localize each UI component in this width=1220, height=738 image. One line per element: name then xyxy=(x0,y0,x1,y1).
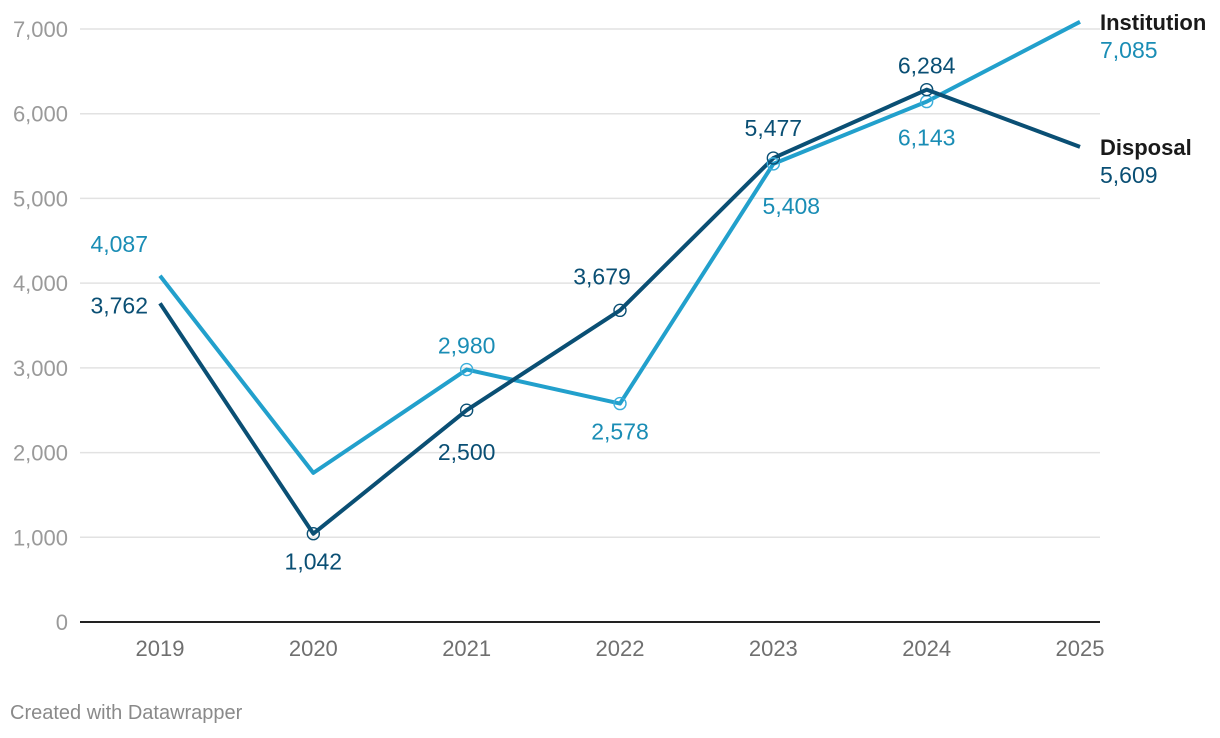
y-tick-label: 2,000 xyxy=(13,441,68,466)
series-line xyxy=(158,20,1081,475)
x-tick-label: 2021 xyxy=(442,636,491,661)
data-label: 2,578 xyxy=(591,419,649,445)
data-label: 5,408 xyxy=(763,193,821,219)
data-point-marker xyxy=(766,151,781,165)
data-label: 7,085 xyxy=(1100,37,1158,63)
x-tick-label: 2020 xyxy=(289,636,338,661)
series-line xyxy=(158,87,1081,536)
data-point-marker xyxy=(919,82,934,97)
y-tick-label: 3,000 xyxy=(13,356,68,381)
series-name-label: Institution xyxy=(1100,10,1206,35)
data-label: 4,087 xyxy=(90,231,148,257)
y-tick-label: 1,000 xyxy=(13,525,68,550)
data-point-marker xyxy=(459,362,474,377)
x-tick-label: 2022 xyxy=(596,636,645,661)
y-tick-label: 4,000 xyxy=(13,271,68,296)
data-point-marker xyxy=(613,396,627,411)
y-tick-label: 5,000 xyxy=(13,186,68,211)
data-point-marker xyxy=(306,527,321,541)
data-label: 2,980 xyxy=(438,333,496,359)
x-tick-label: 2023 xyxy=(749,636,798,661)
y-tick-label: 7,000 xyxy=(13,17,68,42)
credit-text: Created with Datawrapper xyxy=(10,702,243,724)
y-tick-label: 0 xyxy=(56,610,68,635)
series-name-label: Disposal xyxy=(1100,135,1192,160)
data-label: 3,762 xyxy=(90,292,148,318)
data-label: 1,042 xyxy=(285,549,343,575)
x-tick-label: 2019 xyxy=(136,636,185,661)
data-point-marker xyxy=(459,403,474,417)
data-label: 6,143 xyxy=(898,125,956,151)
x-tick-label: 2024 xyxy=(902,636,951,661)
data-point-marker xyxy=(613,303,627,318)
data-label: 5,609 xyxy=(1100,162,1158,188)
data-point-marker xyxy=(766,157,781,171)
data-label: 2,500 xyxy=(438,439,496,465)
y-tick-label: 6,000 xyxy=(13,102,68,127)
data-label: 3,679 xyxy=(573,263,631,289)
data-label: 5,477 xyxy=(745,115,803,141)
data-label: 6,284 xyxy=(898,53,956,79)
x-tick-label: 2025 xyxy=(1056,636,1105,661)
